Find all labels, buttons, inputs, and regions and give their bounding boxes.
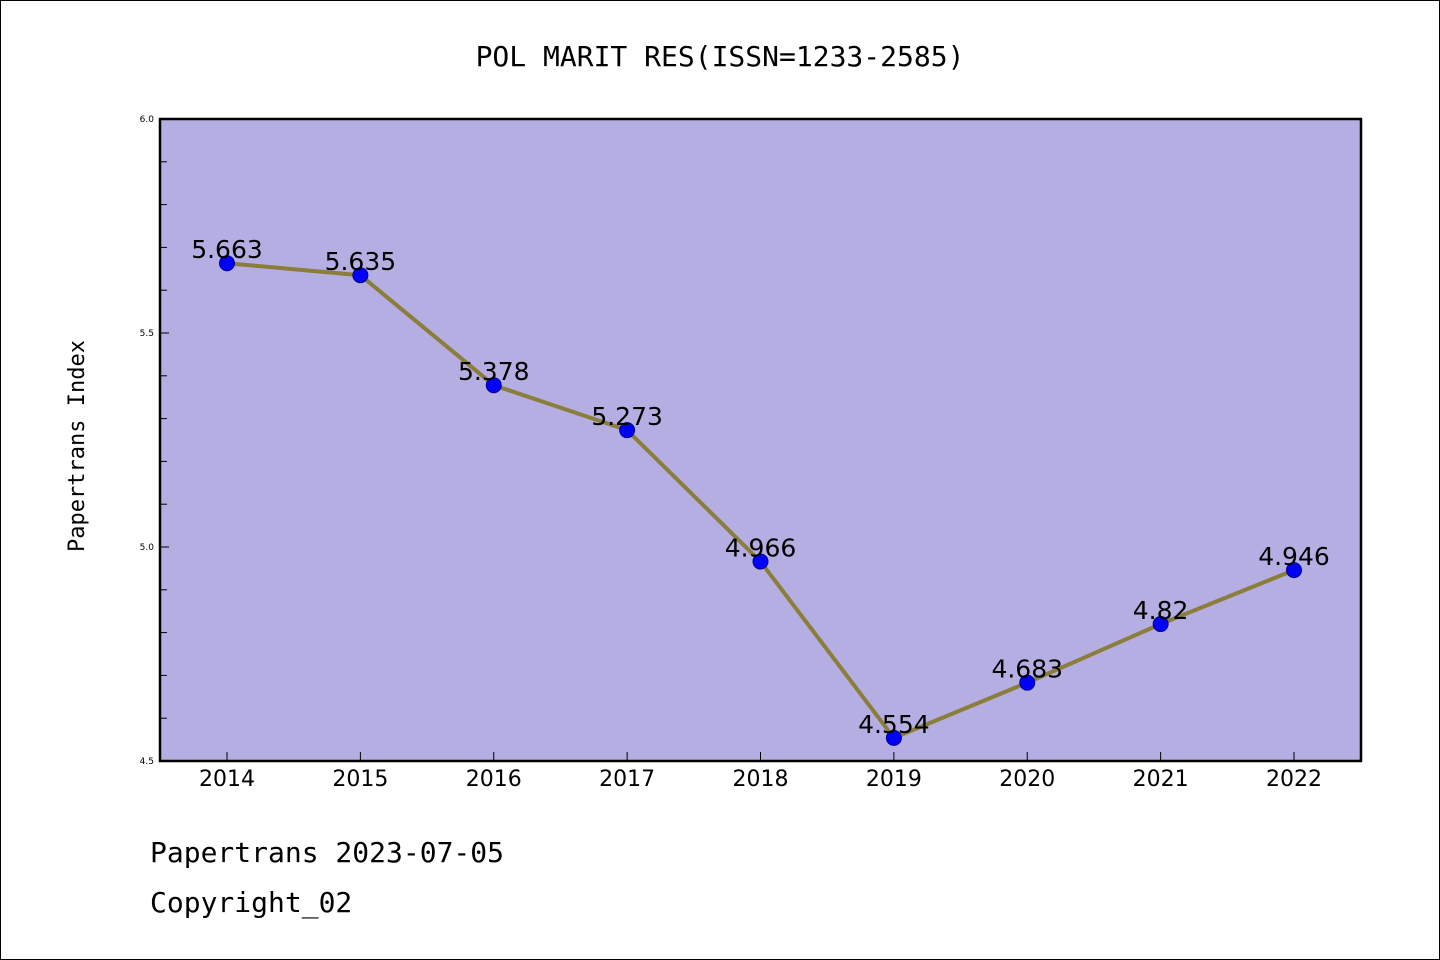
x-tick-label: 2019 [866,767,922,792]
x-tick-label: 2014 [199,767,255,792]
y-axis-ticks: 4.5 5.0 5.5 6.0 [140,115,169,767]
chart-title: POL MARIT RES(ISSN=1233-2585) [476,40,965,73]
x-tick-label: 2020 [999,767,1055,792]
data-label: 5.378 [458,357,530,386]
y-axis-label: Papertrans Index [65,340,90,552]
y-tick-label: 5.5 [140,329,154,339]
y-tick-label: 6.0 [140,115,155,125]
x-tick-label: 2017 [599,767,655,792]
x-tick-label: 2021 [1133,767,1189,792]
x-tick-label: 2016 [466,767,522,792]
plot-area [158,117,1363,763]
data-point [1152,616,1169,633]
x-axis-ticks: 2014 2015 2016 2017 2018 2019 2020 2021 2022 [199,752,1322,792]
data-label: 5.635 [325,247,397,276]
data-point [219,255,235,272]
data-label: 4.82 [1133,596,1189,625]
data-label: 4.966 [725,534,797,563]
footer-date: Papertrans 2023-07-05 [150,836,505,869]
data-point [619,422,636,439]
data-label: 5.273 [591,402,663,431]
data-point [352,267,369,284]
data-label: 4.554 [858,710,930,739]
data-label: 4.946 [1258,542,1330,571]
y-tick-label: 4.5 [140,757,154,767]
data-label: 5.663 [191,235,263,264]
data-point [885,729,902,746]
footer-copyright: Copyright_02 [150,886,353,919]
data-labels: 5.663 5.635 5.378 5.273 4.966 4.554 4.683 4.82 4… [191,235,1330,739]
data-point [1019,674,1036,691]
x-tick-label: 2022 [1266,767,1322,792]
data-point [1286,562,1302,579]
data-point [752,553,769,570]
x-tick-label: 2015 [332,767,388,792]
x-tick-label: 2018 [733,767,789,792]
data-label: 4.683 [991,655,1063,684]
y-tick-label: 5.0 [140,543,155,553]
data-points [219,255,1302,746]
data-point [485,377,502,394]
